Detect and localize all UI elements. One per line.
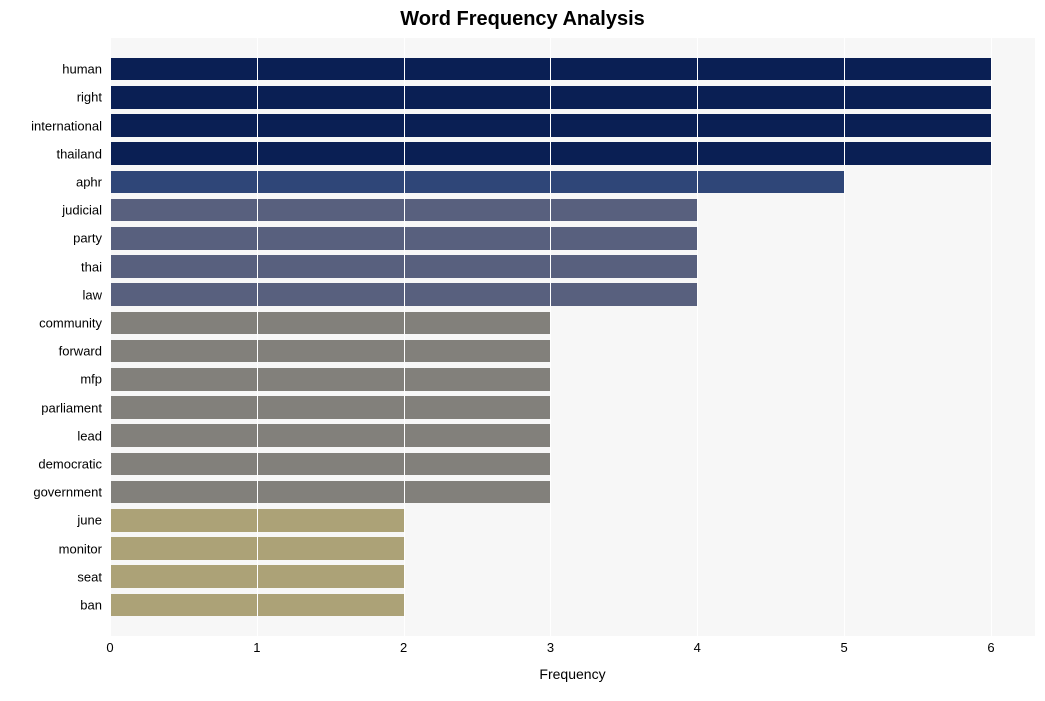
bar-row	[110, 168, 1035, 196]
y-tick-label: ban	[80, 597, 102, 612]
bar-row	[110, 309, 1035, 337]
bar	[110, 424, 550, 447]
y-tick-label: monitor	[59, 541, 102, 556]
y-tick-label: human	[62, 62, 102, 77]
y-tick-label: mfp	[80, 372, 102, 387]
y-tick-label: parliament	[41, 400, 102, 415]
plot-area	[110, 38, 1035, 636]
y-tick-label: right	[77, 90, 102, 105]
y-tick-label: june	[77, 513, 102, 528]
bar-row	[110, 337, 1035, 365]
bar	[110, 453, 550, 476]
y-tick-label: judicial	[62, 203, 102, 218]
grid-line	[550, 38, 551, 636]
bar-row	[110, 224, 1035, 252]
grid-line	[991, 38, 992, 636]
bar	[110, 396, 550, 419]
bar	[110, 368, 550, 391]
y-tick-label: forward	[59, 344, 102, 359]
x-tick-label: 5	[841, 640, 848, 655]
bar-row	[110, 591, 1035, 619]
bar-row	[110, 111, 1035, 139]
y-tick-label: seat	[77, 569, 102, 584]
y-tick-label: thai	[81, 259, 102, 274]
bar	[110, 481, 550, 504]
grid-line	[110, 38, 111, 636]
x-axis-title: Frequency	[539, 666, 605, 682]
x-tick-label: 1	[253, 640, 260, 655]
grid-line	[257, 38, 258, 636]
bar-row	[110, 365, 1035, 393]
bar-row	[110, 563, 1035, 591]
y-axis-labels: human right international thailand aphr judic…	[0, 38, 102, 636]
x-tick-label: 0	[106, 640, 113, 655]
y-tick-label: party	[73, 231, 102, 246]
bar-row	[110, 196, 1035, 224]
bar	[110, 312, 550, 335]
word-frequency-chart: Word Frequency Analysis human right intern…	[0, 0, 1045, 701]
x-axis-labels: 0123456	[110, 636, 1035, 660]
grid-line	[697, 38, 698, 636]
y-tick-label: aphr	[76, 174, 102, 189]
bar	[110, 340, 550, 363]
y-tick-label: community	[39, 315, 102, 330]
y-tick-label: law	[82, 287, 102, 302]
y-tick-label: government	[33, 485, 102, 500]
chart-title: Word Frequency Analysis	[0, 0, 1045, 37]
bar-row	[110, 534, 1035, 562]
bar	[110, 171, 844, 194]
bars-container	[110, 55, 1035, 619]
grid-line	[404, 38, 405, 636]
bar-row	[110, 450, 1035, 478]
bar-row	[110, 393, 1035, 421]
bar-row	[110, 83, 1035, 111]
x-tick-label: 6	[987, 640, 994, 655]
bar-row	[110, 478, 1035, 506]
y-tick-label: international	[31, 118, 102, 133]
bar-row	[110, 55, 1035, 83]
x-tick-label: 3	[547, 640, 554, 655]
y-tick-label: democratic	[38, 456, 102, 471]
bar-row	[110, 252, 1035, 280]
bar-row	[110, 281, 1035, 309]
grid-line	[844, 38, 845, 636]
bar-row	[110, 506, 1035, 534]
bar-row	[110, 422, 1035, 450]
y-tick-label: lead	[77, 428, 102, 443]
x-tick-label: 2	[400, 640, 407, 655]
bar-row	[110, 140, 1035, 168]
x-tick-label: 4	[694, 640, 701, 655]
y-tick-label: thailand	[56, 146, 102, 161]
